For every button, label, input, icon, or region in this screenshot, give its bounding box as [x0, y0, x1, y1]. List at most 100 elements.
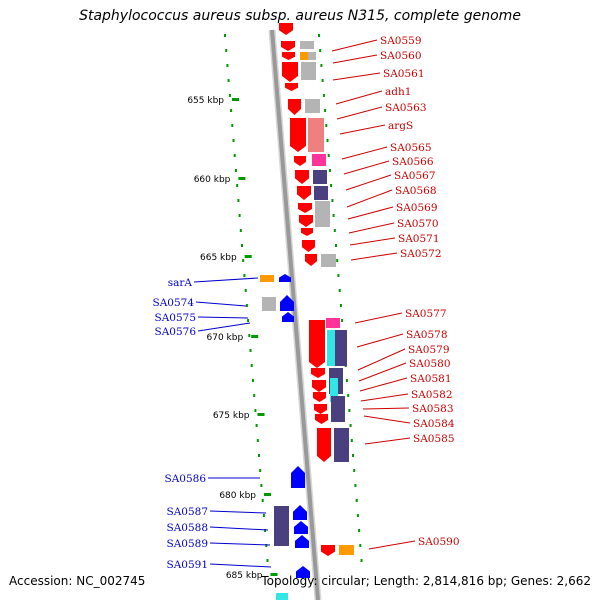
forward-gene-leader: [359, 377, 408, 392]
cog-block: [308, 52, 316, 60]
left-dot: [262, 514, 265, 517]
left-dot: [250, 364, 253, 367]
cog-block: [334, 428, 349, 462]
cog-block: [327, 330, 335, 366]
left-dot: [255, 424, 258, 427]
left-dot: [249, 349, 252, 352]
cog-block: [300, 41, 314, 49]
forward-gene-label: SA0577: [405, 308, 447, 320]
left-dot: [256, 439, 259, 442]
forward-gene-leader: [343, 160, 390, 175]
right-dot: [318, 34, 320, 37]
reverse-gene-leader: [197, 322, 251, 332]
cog-block: [301, 62, 316, 80]
left-dot: [233, 154, 236, 157]
left-dot: [231, 124, 234, 127]
left-dot: [237, 199, 240, 202]
left-dot: [232, 139, 235, 142]
left-dot: [261, 499, 264, 502]
kbp-tick-mark: [264, 493, 271, 496]
forward-gene-leader: [360, 393, 409, 402]
right-dot: [322, 94, 325, 97]
right-dot: [345, 379, 348, 382]
left-dot: [259, 469, 262, 472]
forward-gene-label: SA0590: [418, 536, 460, 548]
forward-gene-leader: [348, 222, 395, 234]
right-dot: [325, 124, 328, 127]
forward-gene-label: SA0560: [380, 50, 422, 62]
right-dot: [356, 514, 359, 517]
forward-gene-label: SA0579: [408, 344, 450, 356]
kbp-tick-label: 660 kbp: [194, 175, 231, 185]
map-title: Staphylococcus aureus subsp. aureus N315…: [79, 8, 521, 24]
summary-label: Topology: circular; Length: 2,814,816 bp…: [261, 574, 591, 588]
cog-block: [315, 201, 330, 227]
forward-gene-leader: [350, 252, 398, 261]
right-dot: [358, 529, 361, 532]
left-dot: [236, 184, 239, 187]
forward-gene-label: SA0563: [385, 102, 427, 114]
cog-block: [305, 99, 320, 113]
forward-gene-arrow: [317, 428, 331, 462]
forward-gene-arrow: [288, 99, 301, 115]
reverse-gene-label: sarA: [168, 277, 193, 289]
reverse-gene-label: SA0576: [155, 326, 197, 338]
forward-gene-arrow: [295, 170, 309, 184]
kbp-tick-mark: [244, 255, 252, 258]
right-dot: [339, 304, 342, 307]
forward-gene-arrow: [312, 380, 326, 392]
left-dot: [264, 529, 267, 532]
right-dot: [347, 394, 350, 397]
right-dot: [336, 259, 339, 262]
forward-gene-label: SA0583: [412, 403, 454, 415]
forward-gene-arrow: [305, 254, 317, 266]
forward-gene-label: adh1: [385, 86, 411, 98]
left-dot: [258, 454, 260, 457]
forward-gene-arrow: [290, 118, 306, 152]
forward-gene-label: SA0568: [395, 185, 437, 197]
forward-gene-leader: [331, 39, 378, 52]
cog-block: [300, 52, 308, 60]
right-dot: [326, 139, 329, 142]
accession-label: Accession: NC_002745: [9, 574, 146, 588]
right-dot: [341, 319, 344, 322]
forward-gene-arrow: [315, 414, 328, 424]
left-dot: [230, 109, 233, 112]
kbp-tick-label: 670 kbp: [207, 333, 244, 343]
forward-gene-label: SA0559: [380, 35, 422, 47]
forward-gene-arrow: [279, 23, 293, 35]
cog-block: [335, 330, 347, 366]
cog-block: [326, 318, 340, 328]
right-dot: [360, 559, 363, 562]
cog-block: [331, 396, 345, 422]
forward-gene-leader: [346, 189, 393, 208]
reverse-gene-leader: [209, 542, 271, 546]
forward-gene-leader: [341, 146, 388, 160]
forward-gene-arrow: [282, 62, 298, 82]
gene-arrows: [279, 23, 335, 578]
kbp-tick-mark: [238, 177, 246, 180]
forward-gene-arrow: [299, 215, 313, 227]
forward-gene-arrow: [309, 320, 325, 368]
reverse-gene-label: SA0588: [167, 522, 209, 534]
kbp-ticks: 655 kbp 660 kbp 665 kbp 670 kbp 675 kbp 680 k…: [187, 96, 278, 581]
reverse-gene-arrow: [279, 274, 291, 282]
left-dot: [242, 259, 245, 262]
right-dot: [348, 409, 351, 412]
gene-labels: SA0559 SA0560 SA0561 adh1 SA0563 argS SA0565 SA…: [153, 35, 460, 571]
backbone: [268, 29, 322, 600]
forward-gene-leader: [349, 237, 396, 246]
forward-gene-arrow: [294, 156, 306, 166]
left-dot: [244, 289, 247, 292]
left-dot: [266, 559, 269, 562]
reverse-gene-arrow: [295, 535, 309, 548]
cog-block: [321, 254, 336, 267]
forward-gene-leader: [358, 362, 407, 382]
forward-gene-label: argS: [388, 120, 413, 132]
kbp-tick-mark: [251, 335, 259, 338]
forward-gene-label: SA0569: [396, 202, 438, 214]
forward-gene-label: SA0566: [392, 156, 434, 168]
forward-gene-label: SA0582: [411, 389, 453, 401]
forward-gene-leader: [362, 407, 410, 410]
left-dot: [248, 334, 251, 337]
